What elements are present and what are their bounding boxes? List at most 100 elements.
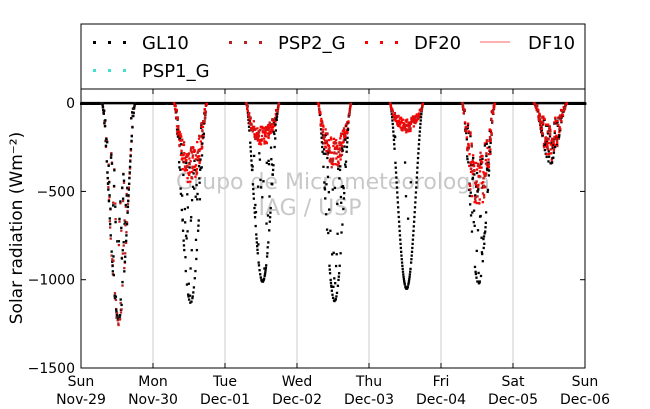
gl10-point xyxy=(558,134,561,137)
gl10-point xyxy=(471,177,474,181)
gl10-point xyxy=(474,270,477,274)
gl10-point xyxy=(392,130,395,133)
psp2-g-point xyxy=(277,102,281,105)
df20-point xyxy=(555,134,558,137)
legend-dot-marker xyxy=(229,41,232,44)
psp2-g-point xyxy=(489,138,492,141)
psp2-g-point xyxy=(461,105,465,108)
df20-point xyxy=(469,133,472,136)
gl10-point xyxy=(177,128,180,131)
psp2-g-point xyxy=(328,149,331,152)
gl10-point xyxy=(183,207,187,211)
df20-point xyxy=(551,138,555,141)
df20-point xyxy=(195,173,198,176)
gl10-point xyxy=(470,230,474,233)
df20-point xyxy=(467,130,471,133)
psp2-g-point xyxy=(116,318,120,322)
gl10-point xyxy=(251,168,254,172)
gl10-point xyxy=(110,162,114,165)
psp2-g-point xyxy=(271,118,274,121)
gl10-point xyxy=(269,206,272,210)
gl10-point xyxy=(118,217,121,221)
gl10-point xyxy=(325,183,328,186)
df20-point xyxy=(468,153,471,156)
gl10-point xyxy=(107,188,110,191)
df20-point xyxy=(401,128,404,132)
psp2-g-point xyxy=(194,154,198,157)
psp2-g-point xyxy=(461,103,464,106)
legend-frame xyxy=(80,23,586,90)
gl10-point xyxy=(247,118,250,121)
gl10-point xyxy=(103,125,107,128)
gl10-point xyxy=(553,131,556,134)
df20-point xyxy=(269,126,273,129)
df20-point xyxy=(184,157,187,160)
gl10-point xyxy=(112,255,115,258)
gl10-point xyxy=(469,134,472,138)
df20-point xyxy=(543,145,547,148)
gl10-point xyxy=(181,229,185,232)
psp2-g-point xyxy=(117,323,120,327)
df20-point xyxy=(193,165,197,168)
gl10-point xyxy=(177,134,180,137)
gl10-point xyxy=(107,199,111,203)
df20-point xyxy=(414,114,417,118)
psp2-g-point xyxy=(250,123,253,126)
gl10-point xyxy=(412,234,415,237)
gl10-point xyxy=(112,184,116,188)
gl10-point xyxy=(121,280,124,284)
gl10-point xyxy=(126,211,129,214)
gl10-point xyxy=(185,237,188,240)
gl10-point xyxy=(249,150,252,153)
gl10-point xyxy=(539,127,542,130)
gl10-point xyxy=(264,269,267,272)
df20-point xyxy=(256,136,260,139)
df20-point xyxy=(175,125,179,128)
psp2-g-point xyxy=(548,132,552,136)
gl10-point xyxy=(465,155,469,158)
gl10-point xyxy=(323,188,327,191)
gl10-point xyxy=(113,294,116,297)
gl10-point xyxy=(270,163,274,166)
gl10-point xyxy=(110,250,113,253)
df20-point xyxy=(194,158,197,161)
psp2-g-point xyxy=(120,229,123,232)
gl10-point xyxy=(475,171,479,175)
gl10-point xyxy=(413,211,416,214)
legend-label: DF10 xyxy=(528,33,575,54)
psp2-g-point xyxy=(118,220,121,223)
gl10-point xyxy=(407,283,410,286)
df20-point xyxy=(349,105,352,109)
gl10-point xyxy=(273,145,276,149)
gl10-point xyxy=(540,126,543,129)
df20-point xyxy=(481,201,484,204)
gl10-point xyxy=(545,155,548,159)
legend-dot-marker xyxy=(395,41,398,44)
gl10-point xyxy=(419,116,423,119)
df20-point xyxy=(390,108,394,111)
gl10-point xyxy=(187,293,190,296)
gl10-point xyxy=(101,103,104,107)
psp2-g-point xyxy=(480,186,484,189)
data-points xyxy=(80,102,587,327)
gl10-point xyxy=(254,203,257,207)
gl10-point xyxy=(331,188,334,191)
gl10-point xyxy=(390,116,394,119)
psp2-g-point xyxy=(119,301,122,305)
gl10-point xyxy=(399,238,402,241)
gl10-point xyxy=(468,194,472,198)
gl10-point xyxy=(109,156,113,159)
gl10-point xyxy=(272,164,275,167)
gl10-point xyxy=(415,171,419,174)
df20-point xyxy=(412,125,415,128)
gl10-point xyxy=(330,289,334,292)
df20-point xyxy=(321,128,324,131)
gl10-point xyxy=(466,126,469,130)
gl10-point xyxy=(125,223,129,226)
df20-point xyxy=(274,120,277,123)
df20-point xyxy=(318,110,322,114)
psp2-g-point xyxy=(421,105,424,108)
psp2-g-point xyxy=(110,152,113,155)
x-tick-label-date: Dec-04 xyxy=(416,392,466,408)
plot-frame xyxy=(80,88,586,369)
